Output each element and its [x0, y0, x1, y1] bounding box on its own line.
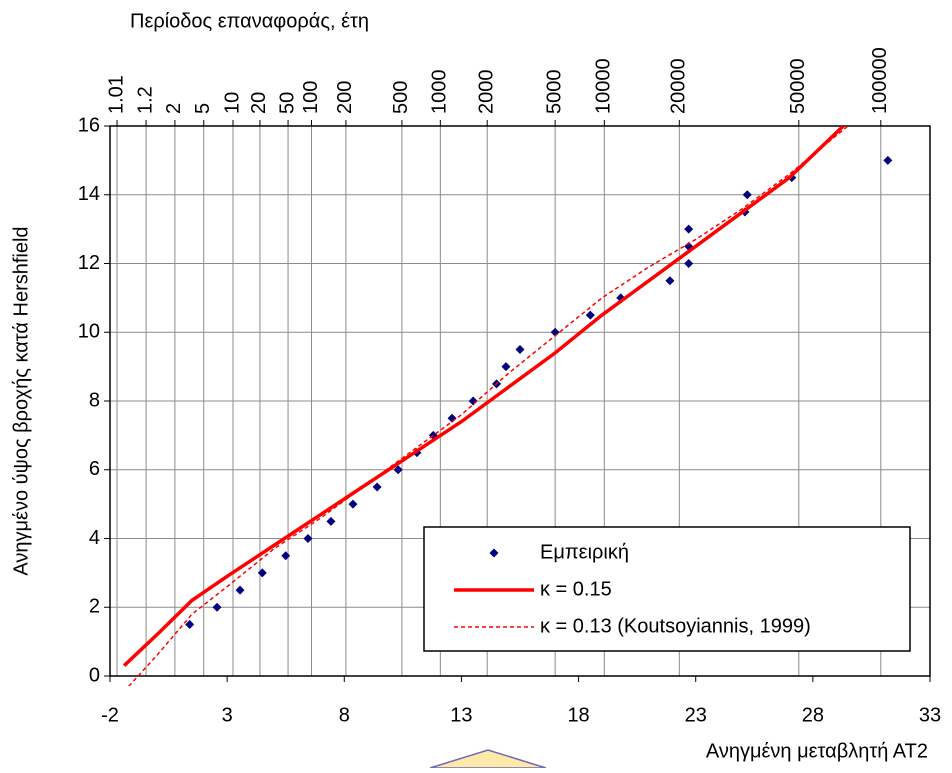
legend-label: κ = 0.13 (Koutsoyiannis, 1999) [540, 615, 811, 637]
legend-label: Εμπειρική [540, 541, 629, 563]
data-point [742, 190, 752, 200]
data-point [257, 568, 267, 578]
data-point [665, 276, 675, 286]
data-point [303, 534, 313, 543]
decoration [429, 749, 547, 769]
x2-tick-label: 50 [276, 92, 298, 114]
data-point [281, 551, 291, 561]
data-point [185, 619, 195, 629]
data-point [684, 224, 694, 234]
x2-tick-label: 2 [163, 103, 185, 114]
y-tick-label: 6 [89, 458, 100, 480]
y-tick-label: 4 [89, 527, 100, 549]
legend-label: κ = 0.15 [540, 578, 612, 600]
data-point [326, 516, 336, 526]
data-line [122, 126, 845, 667]
y-tick-label: 14 [78, 183, 100, 205]
data-point [393, 465, 403, 475]
data-point [212, 602, 222, 612]
y-tick-label: 8 [89, 389, 100, 411]
x2-tick-label: 1.01 [105, 75, 127, 114]
x-tick-label: -2 [101, 704, 119, 726]
y-tick-label: 16 [78, 114, 100, 136]
data-point [515, 344, 525, 354]
data-point [883, 155, 893, 165]
data-point [684, 259, 694, 268]
legend-marker [489, 548, 499, 558]
x2-tick-label: 1000 [429, 70, 451, 115]
x2-tick-label: 5 [192, 103, 214, 114]
y-tick-label: 12 [78, 252, 100, 274]
x2-tick-label: 200 [334, 81, 356, 114]
x-axis-title: Ανηγμένη μεταβλητή ΑΤ2 [706, 740, 928, 762]
x2-tick-label: 5000 [543, 70, 565, 115]
y-axis-title: Ανηγμένο ύψος βροχής κατά Hershfield [10, 226, 32, 575]
data-point [348, 499, 358, 509]
data-point [501, 362, 511, 372]
x-tick-label: 33 [919, 704, 941, 726]
x-tick-label: 23 [685, 704, 707, 726]
x2-tick-label: 20000 [668, 58, 690, 114]
x-tick-label: 13 [450, 704, 472, 726]
x-tick-label: 3 [222, 704, 233, 726]
y-tick-label: 0 [89, 664, 100, 686]
plot-frame [109, 125, 931, 677]
data-point [235, 585, 245, 595]
x2-tick-label: 10000 [593, 58, 615, 114]
x-tick-label: 28 [802, 704, 824, 726]
x2-axis-title: Περίοδος επαναφοράς, έτη [130, 10, 369, 32]
x2-tick-label: 500 [390, 81, 412, 114]
data-point [447, 413, 457, 423]
data-point [585, 310, 595, 320]
x-tick-label: 8 [339, 704, 350, 726]
x2-tick-label: 10 [221, 92, 243, 114]
x2-tick-label: 20 [248, 92, 270, 114]
y-tick-label: 2 [89, 596, 100, 618]
data-point [372, 482, 382, 492]
x2-tick-label: 2000 [475, 70, 497, 115]
x2-tick-label: 1.2 [134, 86, 156, 114]
x-tick-label: 18 [567, 704, 589, 726]
x2-tick-label: 50000 [787, 58, 809, 114]
y-tick-label: 10 [78, 321, 100, 343]
data-line [128, 126, 849, 686]
x2-tick-label: 100 [300, 81, 322, 114]
x2-tick-label: 100000 [869, 47, 891, 114]
